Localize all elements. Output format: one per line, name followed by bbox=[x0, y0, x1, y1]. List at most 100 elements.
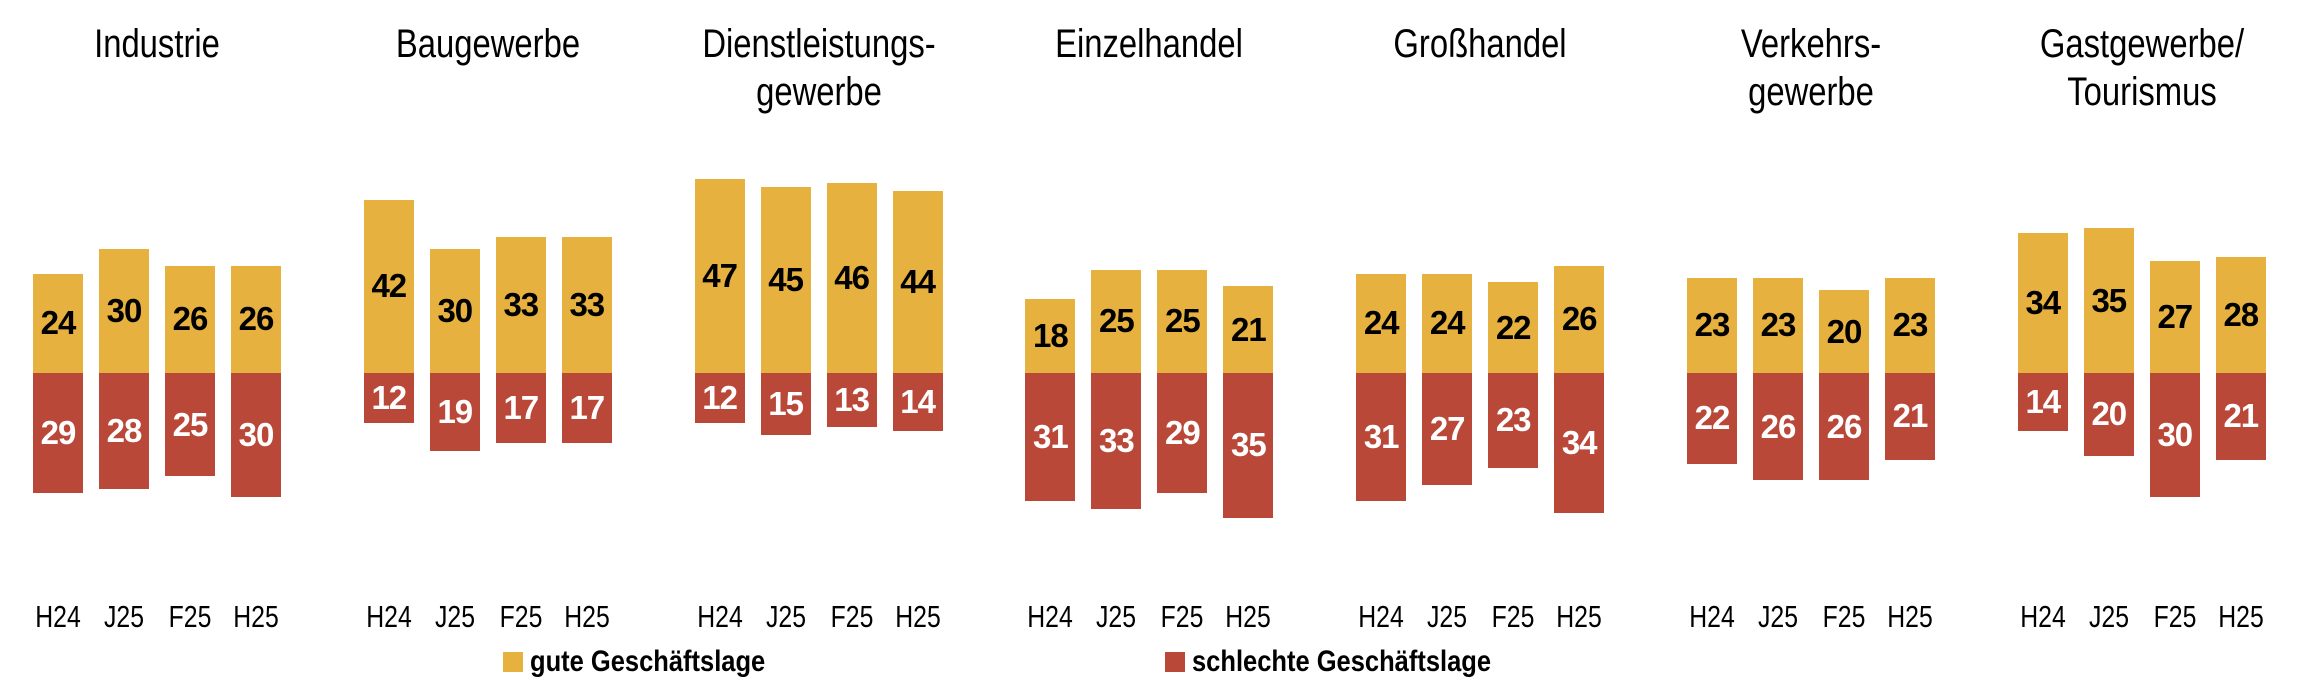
bar-segment-bad-einzelhandel-J25: 33 bbox=[1091, 373, 1142, 510]
bar-value-bad: 23 bbox=[1495, 401, 1532, 439]
bar-value-bad: 22 bbox=[1694, 399, 1731, 437]
bar-value-bad: 31 bbox=[1363, 418, 1400, 455]
bar-segment-bad-einzelhandel-F25: 29 bbox=[1157, 373, 1208, 493]
bar-segment-good-einzelhandel-H25: 21 bbox=[1223, 286, 1274, 373]
group-title-dienstleistungsgewerbe: Dienstleistungs- gewerbe bbox=[701, 22, 936, 114]
bar-segment-bad-industrie-H25: 30 bbox=[231, 373, 281, 497]
bar-segment-bad-baugewerbe-J25: 19 bbox=[429, 373, 480, 452]
bar-value-good: 20 bbox=[1826, 312, 1863, 350]
tick-label-dienstleistungsgewerbe-J25: J25 bbox=[765, 599, 806, 634]
tick-label-gastgewerbe-tourismus-J25: J25 bbox=[2088, 599, 2129, 634]
tick-label-gastgewerbe-tourismus-H25: H25 bbox=[2218, 599, 2264, 634]
bar-segment-good-grosshandel-J25: 24 bbox=[1422, 273, 1473, 373]
bar-value-good: 33 bbox=[503, 285, 539, 323]
bar-value-bad: 34 bbox=[1561, 424, 1598, 462]
bar-value-bad: 35 bbox=[1231, 426, 1267, 464]
bar-value-bad: 21 bbox=[1892, 397, 1929, 435]
bar-segment-bad-dienstleistungsgewerbe-J25: 15 bbox=[760, 373, 811, 435]
bar-value-bad: 28 bbox=[106, 411, 143, 449]
bar-value-good: 25 bbox=[1165, 302, 1201, 340]
bar-segment-bad-grosshandel-J25: 27 bbox=[1422, 373, 1473, 485]
bar-value-bad: 29 bbox=[1165, 413, 1201, 451]
bar-segment-bad-verkehrsgewerbe-F25: 26 bbox=[1819, 373, 1869, 481]
bar-segment-bad-baugewerbe-H25: 17 bbox=[561, 373, 612, 444]
bar-segment-good-verkehrsgewerbe-H25: 23 bbox=[1885, 278, 1935, 373]
tick-label-dienstleistungsgewerbe-H24: H24 bbox=[696, 599, 743, 634]
bar-segment-good-dienstleistungsgewerbe-H25: 44 bbox=[892, 191, 943, 373]
bar-value-good: 24 bbox=[1429, 304, 1466, 342]
bar-value-bad: 17 bbox=[503, 389, 539, 427]
bar-segment-bad-gastgewerbe-tourismus-H25: 21 bbox=[2215, 373, 2266, 460]
bar-segment-bad-grosshandel-H24: 31 bbox=[1356, 373, 1407, 502]
bar-segment-bad-verkehrsgewerbe-H24: 22 bbox=[1687, 373, 1737, 464]
bar-value-bad: 26 bbox=[1760, 407, 1797, 445]
bar-value-good: 27 bbox=[2157, 298, 2193, 336]
bar-value-good: 28 bbox=[2223, 296, 2259, 334]
bar-value-bad: 14 bbox=[900, 382, 936, 420]
bar-segment-good-industrie-H25: 26 bbox=[231, 265, 281, 373]
tick-label-verkehrsgewerbe-J25: J25 bbox=[1758, 599, 1798, 634]
bar-segment-good-gastgewerbe-tourismus-H25: 28 bbox=[2215, 257, 2266, 373]
bar-segment-bad-einzelhandel-H25: 35 bbox=[1223, 373, 1274, 518]
bar-segment-good-grosshandel-F25: 22 bbox=[1488, 282, 1539, 373]
tick-label-baugewerbe-J25: J25 bbox=[434, 599, 475, 634]
tick-label-industrie-H24: H24 bbox=[35, 599, 81, 634]
group-title-verkehrsgewerbe: Verkehrs- gewerbe bbox=[1740, 22, 1882, 114]
tick-label-baugewerbe-H24: H24 bbox=[366, 599, 412, 634]
bar-value-bad: 19 bbox=[437, 393, 473, 431]
legend-item-bad: schlechte Geschäftslage bbox=[1165, 645, 1544, 679]
bar-value-bad: 30 bbox=[238, 415, 275, 453]
bar-value-good: 24 bbox=[40, 304, 77, 342]
bar-segment-good-einzelhandel-F25: 25 bbox=[1157, 269, 1208, 373]
bar-segment-bad-grosshandel-F25: 23 bbox=[1488, 373, 1539, 468]
tick-label-grosshandel-H25: H25 bbox=[1556, 599, 1602, 634]
bar-value-good: 30 bbox=[437, 292, 473, 330]
bar-segment-bad-gastgewerbe-tourismus-F25: 30 bbox=[2149, 373, 2200, 497]
bar-value-good: 18 bbox=[1033, 316, 1069, 354]
bar-segment-bad-dienstleistungsgewerbe-H25: 14 bbox=[892, 373, 943, 431]
bar-segment-good-baugewerbe-H24: 42 bbox=[363, 199, 414, 373]
bar-segment-good-gastgewerbe-tourismus-H24: 34 bbox=[2017, 232, 2068, 373]
bar-segment-good-industrie-J25: 30 bbox=[99, 249, 149, 373]
group-title-gastgewerbe-tourismus: Gastgewerbe/ Tourismus bbox=[2039, 22, 2244, 114]
bar-value-bad: 33 bbox=[1099, 422, 1135, 460]
bar-segment-bad-industrie-H24: 29 bbox=[33, 373, 83, 493]
group-title-einzelhandel: Einzelhandel bbox=[1055, 22, 1244, 66]
bar-value-bad: 29 bbox=[40, 413, 77, 451]
bar-value-good: 26 bbox=[172, 300, 209, 338]
bar-value-bad: 12 bbox=[702, 378, 738, 416]
bar-value-bad: 30 bbox=[2157, 415, 2193, 453]
legend-label-good: gute Geschäftslage bbox=[530, 645, 766, 678]
bar-segment-good-baugewerbe-F25: 33 bbox=[495, 236, 546, 373]
bar-segment-bad-verkehrsgewerbe-J25: 26 bbox=[1753, 373, 1803, 481]
bar-segment-good-dienstleistungsgewerbe-J25: 45 bbox=[760, 187, 811, 373]
bar-segment-bad-gastgewerbe-tourismus-J25: 20 bbox=[2083, 373, 2134, 456]
tick-label-einzelhandel-H25: H25 bbox=[1225, 599, 1272, 634]
bar-value-bad: 13 bbox=[834, 380, 870, 418]
bar-value-good: 23 bbox=[1694, 306, 1731, 344]
bar-value-bad: 26 bbox=[1826, 407, 1863, 445]
tick-label-gastgewerbe-tourismus-H24: H24 bbox=[2020, 599, 2066, 634]
bar-segment-good-einzelhandel-J25: 25 bbox=[1091, 269, 1142, 373]
bar-value-bad: 21 bbox=[2223, 397, 2259, 435]
bar-value-bad: 14 bbox=[2025, 382, 2061, 420]
bar-segment-bad-industrie-F25: 25 bbox=[165, 373, 215, 477]
bar-value-good: 46 bbox=[834, 259, 870, 296]
tick-label-grosshandel-F25: F25 bbox=[1491, 599, 1535, 634]
bar-value-good: 34 bbox=[2025, 283, 2061, 321]
bar-value-good: 33 bbox=[569, 285, 605, 323]
tick-label-verkehrsgewerbe-H25: H25 bbox=[1887, 599, 1933, 634]
tick-label-baugewerbe-H25: H25 bbox=[564, 599, 610, 634]
bar-segment-good-einzelhandel-H24: 18 bbox=[1025, 298, 1076, 373]
bar-segment-good-verkehrsgewerbe-H24: 23 bbox=[1687, 278, 1737, 373]
bar-value-good: 23 bbox=[1892, 306, 1929, 344]
bar-segment-bad-industrie-J25: 28 bbox=[99, 373, 149, 489]
tick-label-dienstleistungsgewerbe-H25: H25 bbox=[894, 599, 941, 634]
bar-segment-good-verkehrsgewerbe-F25: 20 bbox=[1819, 290, 1869, 373]
bar-segment-good-baugewerbe-J25: 30 bbox=[429, 249, 480, 373]
tick-label-verkehrsgewerbe-F25: F25 bbox=[1822, 599, 1866, 634]
legend-label-bad: schlechte Geschäftslage bbox=[1192, 645, 1492, 678]
bar-segment-good-grosshandel-H24: 24 bbox=[1356, 273, 1407, 373]
bar-segment-good-baugewerbe-H25: 33 bbox=[561, 236, 612, 373]
bar-value-good: 22 bbox=[1495, 308, 1532, 346]
